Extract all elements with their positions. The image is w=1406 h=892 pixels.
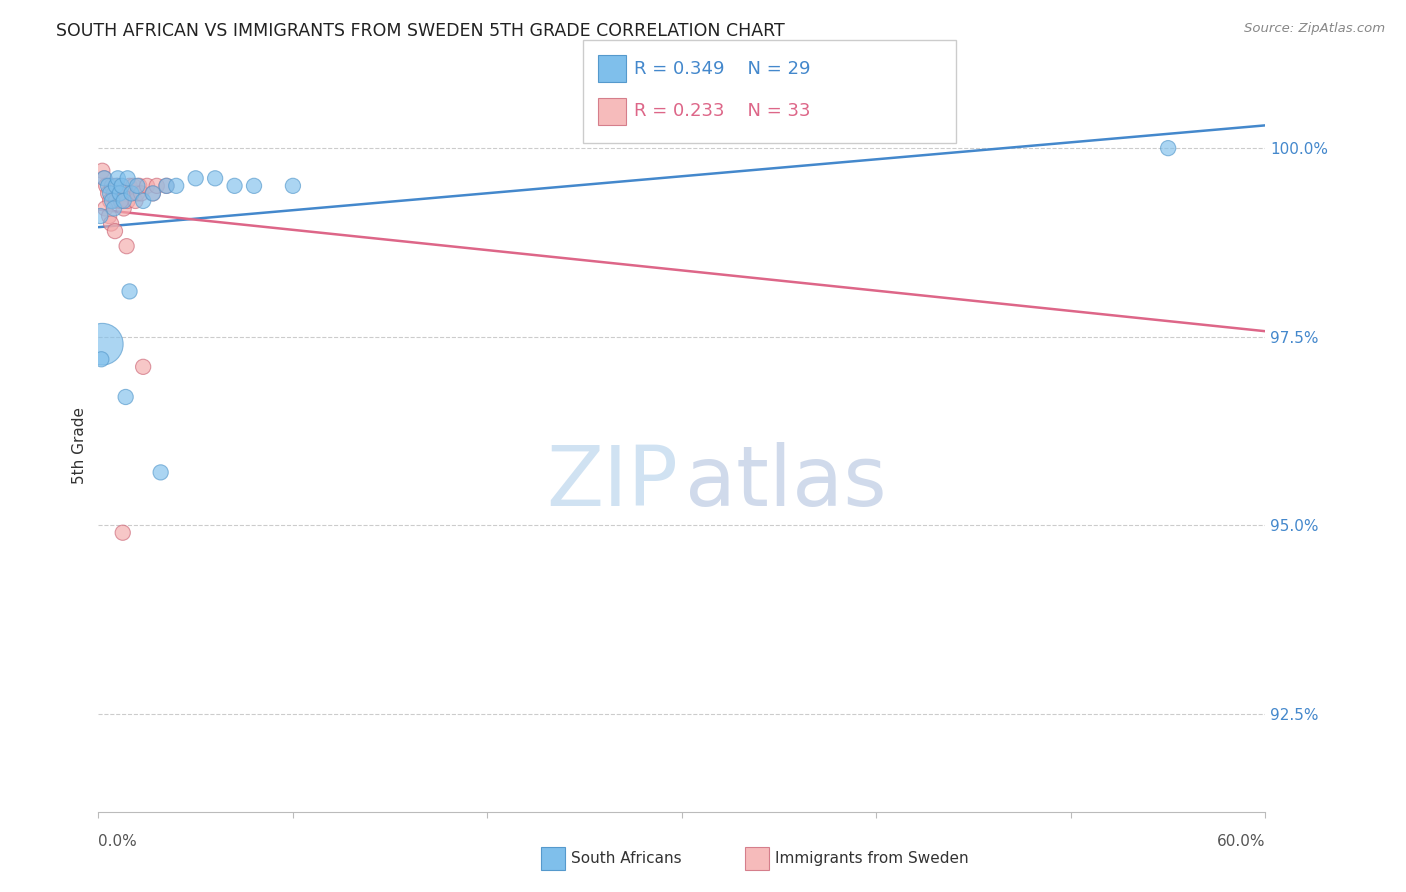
Point [132,194,155,208]
Point [132,359,155,374]
Point [117,171,139,186]
Point [122,178,145,193]
Point [129,186,152,201]
Point [117,194,139,208]
Text: ZIP: ZIP [547,442,679,523]
Text: R = 0.233    N = 33: R = 0.233 N = 33 [634,103,811,120]
Point [111,194,134,208]
Point [136,178,159,193]
Point [281,178,304,193]
Point [89,209,111,223]
Point [204,171,226,186]
Point [97,178,120,193]
Point [103,186,125,201]
Point [103,202,125,216]
Point [97,186,120,201]
Point [124,194,146,208]
Point [149,466,172,480]
Point [98,194,121,208]
Point [91,337,114,351]
Point [107,178,129,193]
Point [107,171,129,186]
Point [111,178,134,193]
Point [127,186,149,201]
Point [90,352,112,367]
Y-axis label: 5th Grade: 5th Grade [72,408,87,484]
Point [110,194,132,208]
Point [112,194,135,208]
Point [91,163,114,178]
Point [243,178,266,193]
Text: R = 0.349    N = 29: R = 0.349 N = 29 [634,60,811,78]
Point [155,178,177,193]
Point [114,186,136,201]
Point [93,171,115,186]
Text: SOUTH AFRICAN VS IMMIGRANTS FROM SWEDEN 5TH GRADE CORRELATION CHART: SOUTH AFRICAN VS IMMIGRANTS FROM SWEDEN … [56,22,785,40]
Point [112,202,135,216]
Point [127,178,149,193]
Point [155,178,177,193]
Point [118,178,141,193]
Text: 0.0%: 0.0% [98,834,138,849]
Point [114,390,136,404]
Point [93,171,115,186]
Text: atlas: atlas [685,442,887,523]
Text: 60.0%: 60.0% [1218,834,1265,849]
Point [184,171,207,186]
Point [165,178,187,193]
Point [142,186,165,201]
Point [111,525,134,540]
Point [100,217,122,231]
Point [108,186,131,201]
Point [121,186,143,201]
Text: Source: ZipAtlas.com: Source: ZipAtlas.com [1244,22,1385,36]
Text: South Africans: South Africans [571,851,682,865]
Point [115,239,138,253]
Point [142,186,165,201]
Point [1157,141,1180,155]
Point [104,194,127,208]
Text: Immigrants from Sweden: Immigrants from Sweden [775,851,969,865]
Point [96,178,118,193]
Point [94,202,117,216]
Point [104,224,127,238]
Point [128,178,150,193]
Point [104,178,127,193]
Point [108,186,131,201]
Point [101,194,124,208]
Point [98,209,121,223]
Point [118,285,141,299]
Point [121,186,143,201]
Point [101,178,124,193]
Point [146,178,169,193]
Point [98,186,121,201]
Point [224,178,246,193]
